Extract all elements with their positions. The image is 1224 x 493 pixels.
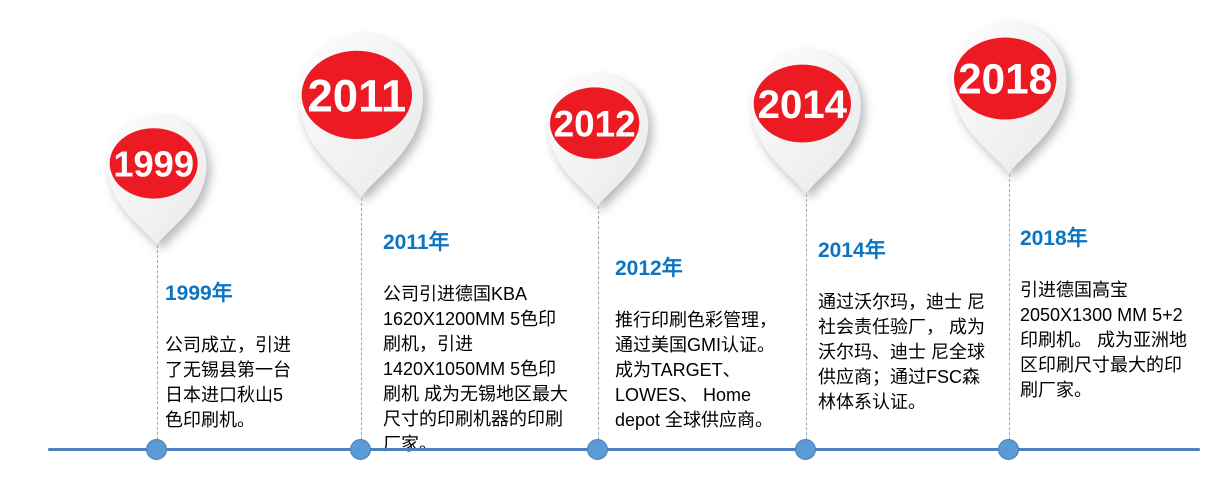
pin-balloon-icon: 2012 [547, 74, 649, 206]
milestone-description: 公司成立，引进了无锡县第一台日本进口秋山5色印刷机。 [165, 335, 291, 430]
milestone-text-2011: 2011年 公司引进德国KBA 1620X1200MM 5色印刷机，引进 142… [383, 230, 569, 457]
milestone-description: 通过沃尔玛，迪士 尼 社会责任验厂， 成为沃尔玛、迪士 尼全球供应商；通过FSC… [818, 292, 986, 412]
timeline-axis [48, 448, 1200, 451]
milestone-heading: 1999年 [165, 282, 233, 305]
milestone-heading: 2011年 [383, 231, 450, 254]
milestone-description: 公司引进德国KBA 1620X1200MM 5色印刷机，引进 1420X1050… [383, 284, 568, 454]
timeline-node-dot [350, 439, 371, 460]
pin-balloon-icon: 1999 [107, 115, 207, 245]
milestone-heading: 2018年 [1020, 227, 1088, 250]
pin-balloon-icon: 2014 [751, 50, 861, 194]
pin-balloon-icon: 2018 [951, 22, 1067, 174]
pin-year-label: 2018 [958, 56, 1052, 103]
milestone-text-2014: 2014年 通过沃尔玛，迪士 尼 社会责任验厂， 成为沃尔玛、迪士 尼全球供应商… [818, 238, 986, 415]
pin-year-label: 2012 [554, 103, 636, 144]
pin-year-label: 2011 [307, 70, 406, 121]
timeline-node-dot [146, 439, 167, 460]
milestone-description: 引进德国高宝 2050X1300 MM 5+2 印刷机。 成为亚洲地区印刷尺寸最… [1020, 280, 1188, 400]
dashed-connector [157, 245, 158, 450]
pin-year-label: 2014 [758, 82, 848, 127]
timeline-node-dot [795, 439, 816, 460]
milestone-heading: 2014年 [818, 239, 886, 262]
timeline-node-dot [587, 439, 608, 460]
dashed-connector [806, 194, 807, 450]
milestone-text-2018: 2018年 引进德国高宝 2050X1300 MM 5+2 印刷机。 成为亚洲地… [1020, 226, 1192, 403]
year-pin-1999: 1999 [102, 115, 212, 247]
milestone-heading: 2012年 [615, 257, 683, 280]
year-pin-2011: 2011 [292, 34, 430, 200]
dashed-connector [361, 198, 362, 450]
dashed-connector [1009, 174, 1010, 450]
dashed-connector [598, 206, 599, 450]
milestone-description: 推行印刷色彩管理，通过美国GMI认证。 成为TARGET、 LOWES、 Hom… [615, 310, 777, 430]
year-pin-2014: 2014 [745, 50, 867, 196]
year-pin-2018: 2018 [945, 22, 1073, 176]
year-pin-2012: 2012 [542, 74, 654, 208]
pin-balloon-icon: 2011 [298, 34, 424, 198]
pin-year-label: 1999 [113, 143, 194, 184]
timeline-node-dot [998, 439, 1019, 460]
milestone-text-1999: 1999年 公司成立，引进了无锡县第一台日本进口秋山5色印刷机。 [165, 281, 297, 433]
milestone-text-2012: 2012年 推行印刷色彩管理，通过美国GMI认证。 成为TARGET、 LOWE… [615, 256, 787, 433]
